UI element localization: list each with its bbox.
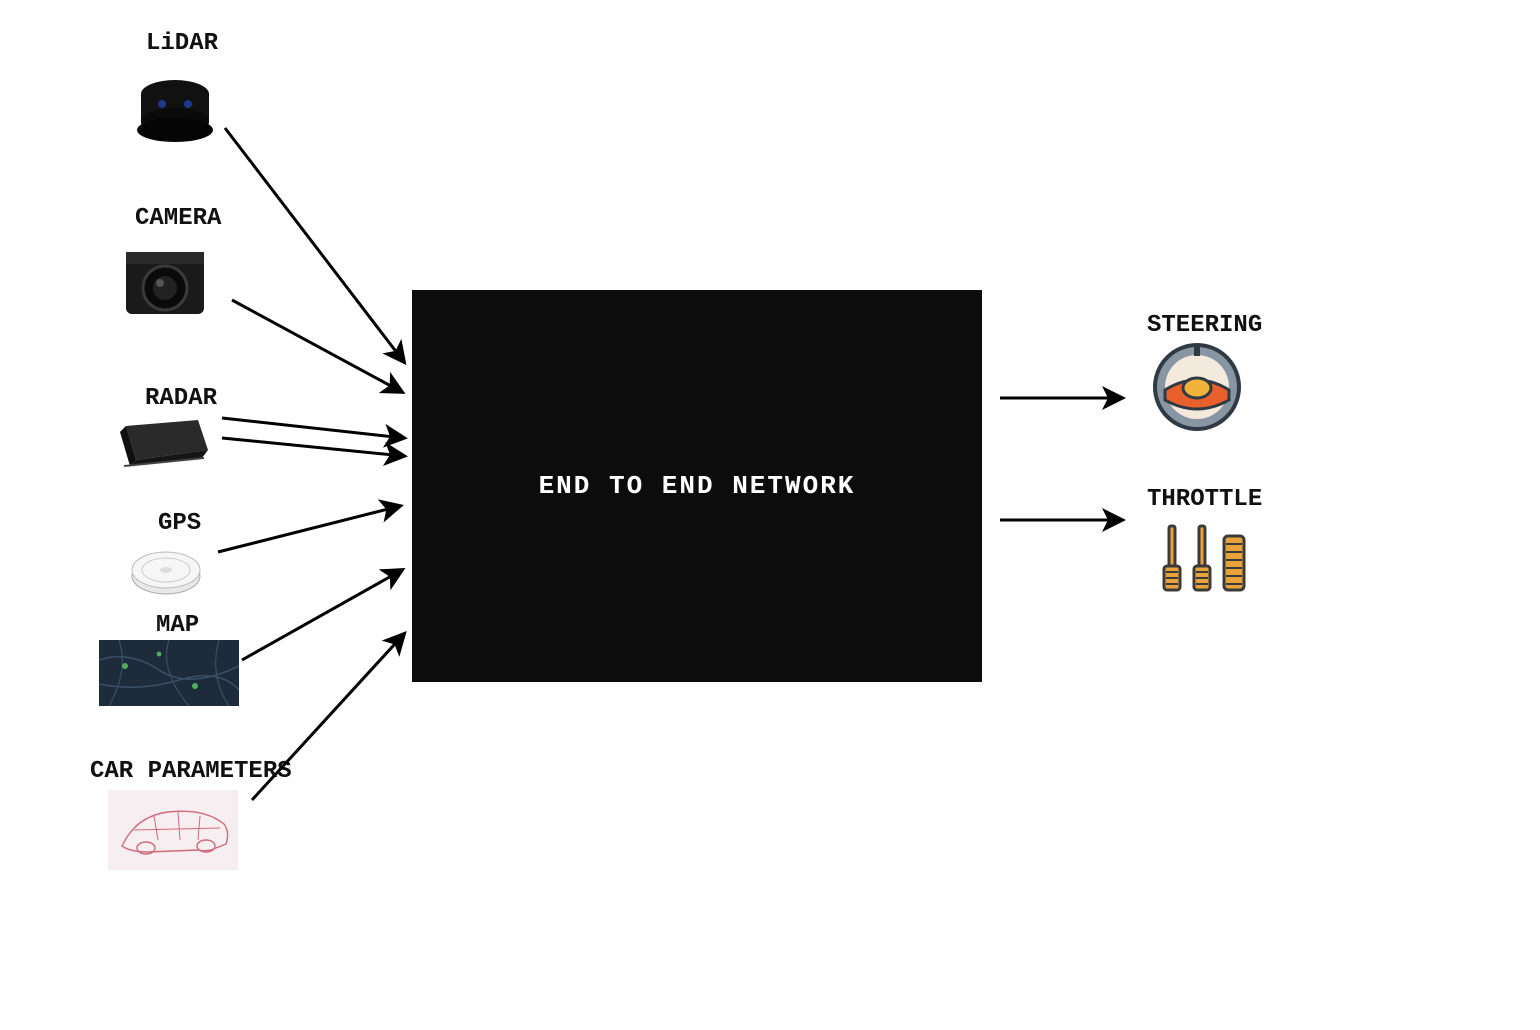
car-parameters-icon	[108, 790, 238, 870]
input-label-radar: RADAR	[145, 385, 217, 412]
output-label-throttle: THROTTLE	[1147, 486, 1262, 513]
camera-icon	[116, 238, 214, 328]
output-label-steering: STEERING	[1147, 312, 1262, 339]
throttle-pedals-icon	[1156, 516, 1250, 596]
lidar-icon	[130, 70, 220, 150]
center-network-label: END TO END NETWORK	[539, 471, 856, 501]
arrow-radar2	[222, 438, 404, 456]
steering-wheel-icon	[1150, 340, 1244, 434]
arrow-camera	[232, 300, 402, 392]
arrow-lidar	[225, 128, 404, 362]
input-label-lidar: LiDAR	[146, 30, 218, 57]
arrow-radar	[222, 418, 404, 438]
input-label-car: CAR PARAMETERS	[90, 758, 292, 785]
input-label-map: MAP	[156, 612, 199, 639]
radar-icon	[112, 416, 212, 476]
diagram-canvas: END TO END NETWORK LiDAR CAMERA RADAR GP…	[0, 0, 1540, 1030]
center-network-box: END TO END NETWORK	[412, 290, 982, 682]
arrow-gps	[218, 506, 400, 552]
input-label-camera: CAMERA	[135, 205, 221, 232]
gps-icon	[126, 540, 206, 600]
arrow-map	[242, 570, 402, 660]
map-icon	[99, 640, 239, 706]
input-label-gps: GPS	[158, 510, 201, 537]
